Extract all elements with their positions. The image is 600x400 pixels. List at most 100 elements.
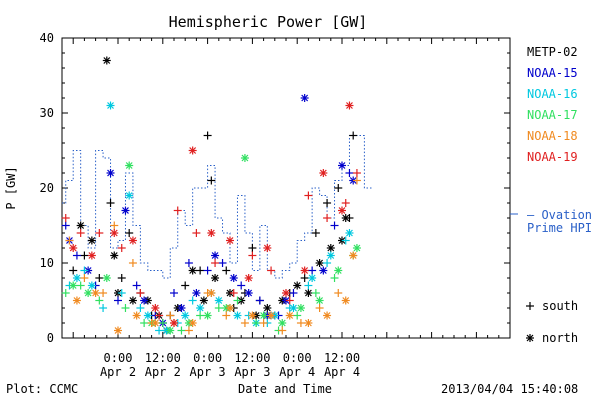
data-point-north — [207, 229, 216, 237]
data-point-south — [155, 326, 164, 335]
data-point-north — [259, 311, 268, 320]
data-point-north — [69, 244, 78, 252]
data-point-south — [65, 236, 74, 245]
data-point-north — [170, 319, 178, 327]
data-point-south — [114, 296, 122, 305]
data-point-south — [349, 131, 358, 140]
data-point-north — [143, 311, 152, 320]
data-point-south — [315, 304, 324, 312]
data-point-north — [263, 304, 272, 312]
data-point-south — [311, 229, 320, 237]
y-tick-label: 30 — [40, 106, 54, 120]
data-point-south — [334, 289, 343, 297]
data-point-north — [278, 319, 287, 327]
data-point-south — [95, 229, 104, 237]
data-point-north — [106, 169, 115, 177]
legend-entry: NOAA-18 — [527, 129, 578, 143]
data-point-north — [69, 281, 78, 290]
data-point-north — [87, 251, 96, 260]
legend-entry: METP-02 — [527, 45, 578, 59]
x-tick-label-time: 0:00 — [283, 351, 312, 365]
data-point-south — [352, 169, 361, 177]
data-point-south — [61, 221, 70, 230]
data-point-north — [76, 221, 85, 230]
legend: METP-02 NOAA-15 NOAA-16 NOAA-17 NOAA-18 NOAA-… — [527, 45, 578, 164]
data-point-north — [341, 214, 350, 222]
data-point-south — [166, 311, 175, 320]
x-tick-label-date: Apr 3 — [190, 365, 226, 379]
hpi-series-line — [62, 135, 372, 279]
data-point-south — [106, 199, 115, 207]
data-point-south — [125, 229, 134, 237]
data-point-south — [341, 199, 350, 207]
data-point-north — [233, 311, 242, 320]
data-point-south — [72, 251, 81, 260]
data-point-north — [326, 244, 335, 252]
data-point-south — [289, 289, 298, 297]
y-tick-label: 0 — [47, 331, 54, 345]
data-point-south — [203, 266, 212, 275]
data-point-north — [192, 289, 201, 297]
data-point-north — [128, 296, 137, 305]
data-point-north — [140, 296, 149, 305]
legend-entry: NOAA-16 — [527, 87, 578, 101]
data-point-north — [338, 161, 346, 170]
data-point-north — [132, 311, 141, 320]
data-point-north — [110, 229, 119, 237]
data-point-north — [84, 289, 93, 297]
data-point-south — [255, 296, 264, 305]
data-point-north — [211, 251, 220, 260]
data-point-north — [151, 319, 160, 327]
data-point-north — [188, 319, 197, 327]
data-point-north — [91, 289, 100, 297]
data-point-north — [341, 296, 350, 305]
legend-entry: NOAA-17 — [527, 108, 578, 122]
data-point-south — [304, 191, 313, 200]
x-tick-label-time: 0:00 — [104, 351, 133, 365]
data-point-south — [128, 259, 137, 267]
x-tick-label-time: 12:00 — [145, 351, 181, 365]
data-point-south — [293, 311, 302, 320]
data-point-south — [323, 259, 332, 267]
data-point-north — [300, 94, 309, 102]
data-point-north — [125, 191, 134, 200]
data-point-north — [315, 296, 324, 305]
data-point-south — [95, 296, 104, 305]
data-point-north — [248, 311, 257, 320]
data-point-north — [211, 274, 220, 282]
data-point-north — [334, 266, 343, 275]
data-point-south — [69, 266, 78, 275]
data-point-south — [132, 281, 141, 290]
data-point-north — [285, 311, 294, 320]
data-point-south — [61, 214, 70, 222]
data-point-south — [345, 169, 354, 177]
x-tick-label-time: 12:00 — [234, 351, 270, 365]
data-point-south — [173, 206, 182, 215]
y-tick-label: 20 — [40, 181, 54, 195]
data-point-north — [244, 289, 253, 297]
legend-south-marker — [526, 302, 534, 310]
data-point-north — [323, 311, 332, 320]
data-point-north — [102, 56, 111, 65]
data-point-north — [229, 274, 238, 282]
data-point-north — [114, 326, 122, 335]
data-point-south — [330, 274, 339, 282]
data-point-north — [282, 289, 290, 297]
data-point-north — [181, 311, 190, 320]
data-point-south — [170, 289, 178, 297]
x-tick-label-date: Apr 2 — [100, 365, 136, 379]
data-point-south — [233, 296, 242, 305]
data-point-south — [207, 176, 216, 185]
data-point-north — [102, 274, 111, 282]
footer-timestamp: 2013/04/04 15:40:08 — [441, 382, 578, 396]
data-point-north — [296, 304, 305, 312]
data-point-north — [188, 266, 197, 275]
data-point-north — [326, 251, 335, 260]
data-point-south — [196, 266, 205, 275]
data-point-north — [289, 304, 298, 312]
data-point-south — [99, 289, 108, 297]
data-point-north — [226, 236, 234, 245]
data-point-south — [334, 184, 343, 192]
